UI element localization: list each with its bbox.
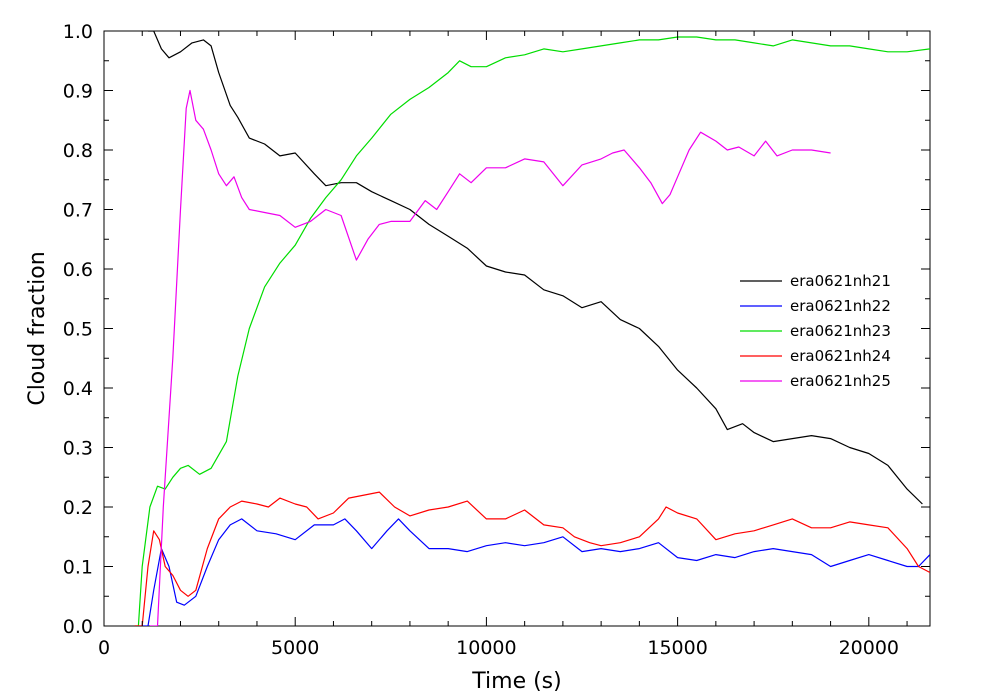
series-line-era0621nh24 [134, 491, 930, 626]
y-tick-label: 0.6 [63, 259, 93, 281]
legend-label: era0621nh21 [790, 272, 891, 290]
y-tick-label: 0.4 [63, 378, 93, 400]
x-axis-title: Time (s) [471, 669, 561, 694]
series-line-era0621nh21 [148, 31, 923, 505]
y-tick-label: 0.2 [63, 497, 93, 519]
legend-label: era0621nh22 [790, 297, 891, 315]
y-tick-label: 0.8 [63, 140, 93, 162]
series-line-era0621nh22 [134, 518, 930, 626]
x-tick-label: 15000 [647, 637, 707, 659]
series-line-era0621nh25 [149, 89, 831, 626]
y-axis-ticks: 0.0 0.1 0.2 0.3 0.4 0.5 0.6 0.7 0.8 0.9 1.0 [63, 21, 930, 638]
x-tick-label: 0 [98, 637, 110, 659]
y-tick-label: 0.7 [63, 200, 93, 222]
x-axis-ticks: 0 5000 10000 15000 20000 [98, 31, 908, 659]
legend-label: era0621nh23 [790, 322, 891, 340]
series-lines [134, 31, 930, 626]
legend-label: era0621nh24 [790, 347, 891, 365]
series-line-era0621nh23 [134, 36, 930, 626]
y-tick-label: 0.5 [63, 319, 93, 341]
x-tick-label: 5000 [271, 637, 319, 659]
y-axis-title: Cloud fraction [25, 251, 50, 405]
legend-label: era0621nh25 [790, 372, 891, 390]
y-tick-label: 0.1 [63, 557, 93, 579]
y-tick-label: 0.3 [63, 438, 93, 460]
x-tick-label: 20000 [839, 637, 899, 659]
y-tick-label: 0.9 [63, 81, 93, 103]
x-tick-label: 10000 [456, 637, 516, 659]
y-tick-label: 1.0 [63, 21, 93, 43]
y-tick-label: 0.0 [63, 616, 93, 638]
legend: era0621nh21 era0621nh22 era0621nh23 era0621… [740, 272, 891, 390]
